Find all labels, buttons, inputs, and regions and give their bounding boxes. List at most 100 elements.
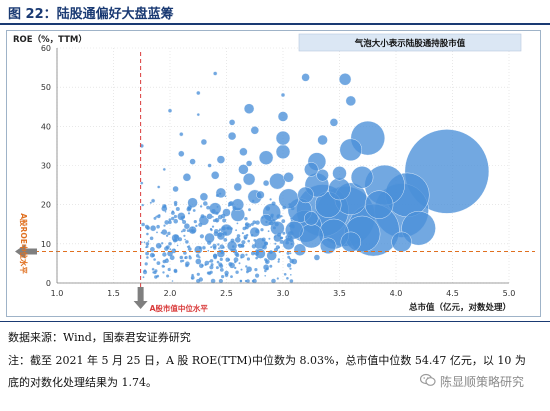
data-bubble	[242, 226, 247, 231]
data-bubble	[219, 264, 224, 268]
data-bubble	[345, 95, 356, 107]
data-bubble	[328, 177, 351, 201]
data-bubble	[265, 267, 269, 271]
data-bubble	[268, 237, 271, 240]
data-bubble	[269, 172, 286, 190]
data-bubble	[178, 237, 182, 242]
data-bubble	[286, 263, 292, 268]
reference-lines	[15, 52, 535, 309]
data-bubble	[243, 236, 247, 240]
data-bubble	[286, 277, 289, 280]
data-bubble	[198, 222, 203, 227]
x-tick-label: 3.5	[333, 289, 346, 298]
data-bubble	[206, 213, 213, 220]
y-tick-label: 20	[41, 201, 51, 210]
data-bubble	[145, 245, 149, 248]
data-bubble	[153, 216, 157, 220]
x-median-label: A股市值中位水平	[150, 303, 209, 313]
y-tick-label: 50	[41, 83, 51, 92]
data-bubble	[313, 254, 321, 261]
data-bubble	[173, 268, 178, 273]
data-bubble	[145, 255, 150, 260]
data-bubble	[167, 241, 173, 247]
data-bubble	[206, 271, 210, 275]
data-bubble	[217, 232, 223, 238]
data-bubble	[236, 234, 241, 238]
data-bubble	[145, 251, 150, 256]
data-bubble	[150, 247, 155, 252]
data-bubble	[255, 229, 260, 234]
data-bubble	[171, 216, 175, 221]
data-bubble	[188, 256, 192, 260]
data-bubble	[242, 172, 256, 186]
data-bubble	[233, 182, 243, 192]
data-bubble	[198, 277, 203, 282]
data-bubble	[193, 220, 197, 224]
data-bubble	[164, 258, 169, 263]
data-bubble	[176, 244, 179, 247]
data-bubble	[199, 192, 209, 202]
data-bubble	[162, 204, 167, 209]
watermark-text: 陈显顺策略研究	[440, 375, 525, 389]
data-bubble	[156, 231, 158, 234]
data-bubble	[255, 273, 260, 278]
data-bubble	[222, 218, 227, 223]
data-bubble	[241, 240, 246, 245]
data-bubble	[219, 257, 223, 261]
data-bubble	[141, 222, 145, 227]
data-bubble	[271, 201, 276, 206]
data-bubble	[221, 275, 225, 279]
data-bubble	[267, 230, 270, 233]
data-bubble	[209, 270, 213, 274]
data-bubble	[164, 246, 169, 251]
data-bubble	[173, 234, 179, 240]
data-bubble	[173, 218, 178, 224]
data-bubble	[269, 250, 273, 254]
bubble-chart: 0 10 20 30 40 50 60 1.0 1.5 2.0 2.5 3.0 3.5 4.0 4.5 5.0…	[13, 33, 535, 313]
data-bubble	[215, 194, 219, 197]
data-bubble	[219, 192, 222, 195]
data-bubble	[232, 248, 237, 254]
data-bubble	[338, 73, 352, 86]
data-bubble	[156, 185, 161, 189]
data-bubble	[209, 227, 213, 231]
data-bubble	[179, 131, 184, 137]
data-bubble	[230, 227, 233, 231]
data-bubble	[169, 255, 175, 261]
data-bubble	[210, 278, 216, 284]
legend-note-text: 气泡大小表示陆股通持股市值	[354, 38, 466, 49]
data-bubble	[212, 71, 218, 76]
data-bubble	[164, 211, 167, 213]
data-bubble	[151, 253, 155, 257]
data-bubble	[162, 271, 165, 274]
title-divider	[0, 23, 550, 25]
data-bubble	[203, 201, 208, 206]
data-bubble	[211, 209, 216, 214]
data-bubble	[185, 261, 190, 266]
data-bubble	[289, 258, 294, 264]
data-bubble	[235, 253, 240, 258]
data-bubble	[283, 172, 294, 183]
data-bubble	[220, 250, 224, 255]
data-bubble	[167, 267, 171, 272]
data-bubble	[236, 222, 239, 225]
data-bubble	[234, 266, 237, 270]
data-bubble	[218, 278, 223, 284]
data-bubble	[180, 230, 183, 233]
data-bubble	[239, 279, 242, 282]
x-axis-title: 总市值（亿元，对数处理）	[409, 302, 511, 313]
data-bubble	[264, 269, 267, 273]
data-bubble	[246, 279, 250, 283]
source-note: 数据来源：Wind，国泰君安证券研究	[8, 331, 191, 344]
y-tick-label: 10	[41, 240, 51, 249]
data-bubble	[227, 258, 231, 261]
data-bubble	[290, 242, 293, 246]
data-bubble	[245, 160, 253, 167]
data-bubble	[184, 257, 187, 259]
data-bubble	[228, 201, 234, 206]
x-tick-label: 2.5	[220, 289, 233, 298]
data-bubble	[241, 232, 244, 235]
data-bubble	[275, 144, 291, 160]
data-bubble	[213, 253, 218, 258]
x-tick-label: 5.0	[503, 289, 516, 298]
